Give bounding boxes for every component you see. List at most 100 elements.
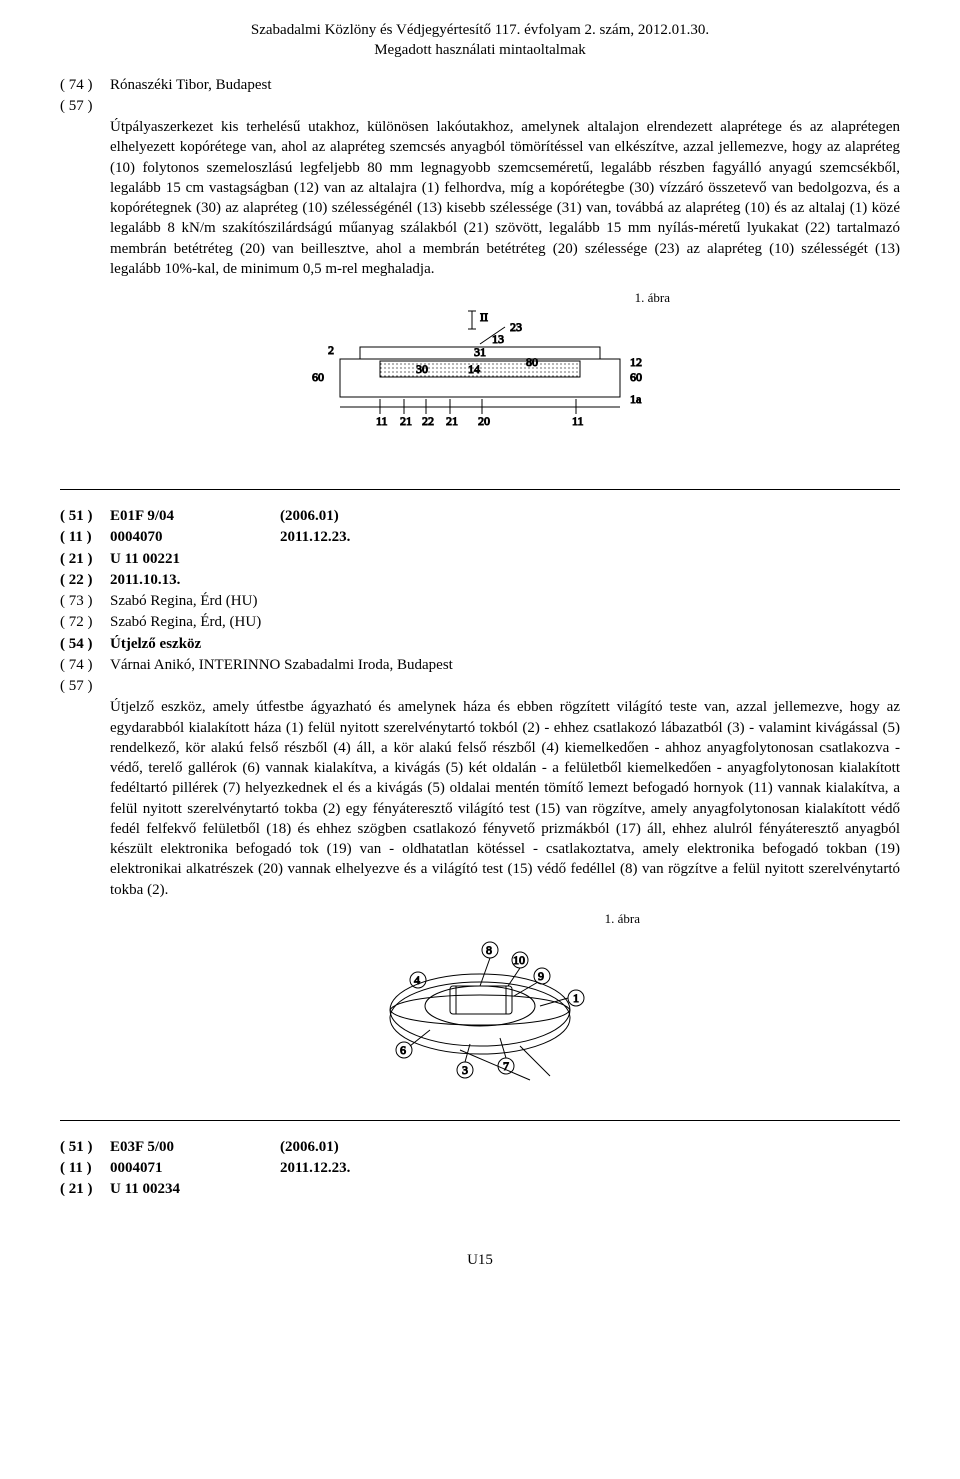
page-footer: U15 [60, 1250, 900, 1270]
record-2-c1-5: Szabó Regina, Érd, (HU) [110, 612, 261, 632]
fig2-label-7: 7 [503, 1059, 509, 1073]
fig1-label-II: II [480, 310, 488, 324]
record-3-row-1: ( 11 )0004071 2011.12.23. [60, 1158, 900, 1178]
val-74: Rónaszéki Tibor, Budapest [110, 75, 271, 95]
separator-2 [60, 1120, 900, 1121]
record-2-vals-2: U 11 00221 [110, 549, 180, 569]
fig1-label-20: 20 [478, 414, 490, 428]
record-2-c1-1: 0004070 [110, 527, 240, 547]
record-3-c2-0: (2006.01) [280, 1137, 339, 1157]
record-2-vals-7: Várnai Anikó, INTERINNO Szabadalmi Iroda… [110, 655, 453, 675]
figure-2-caption: 1. ábra [605, 910, 640, 928]
record-2-row-2: ( 21 )U 11 00221 [60, 549, 900, 569]
code-57: ( 57 ) [60, 96, 110, 116]
figure-2: 1. ábra 4 8 10 9 [330, 920, 630, 1090]
record-3-row-2: ( 21 )U 11 00234 [60, 1179, 900, 1199]
record-2-code-4: ( 73 ) [60, 591, 110, 611]
fig2-label-9: 9 [538, 969, 544, 983]
row-57: ( 57 ) [60, 96, 900, 116]
fig1-label-2: 2 [328, 343, 334, 357]
fig1-label-60b: 60 [630, 370, 642, 384]
page-container: Szabadalmi Közlöny és Védjegyértesítő 11… [0, 0, 960, 1300]
record-3-vals-1: 0004071 2011.12.23. [110, 1158, 350, 1178]
row-57-b: ( 57 ) [60, 676, 900, 696]
record-2-c1-4: Szabó Regina, Érd (HU) [110, 591, 257, 611]
record-2-code-6: ( 54 ) [60, 634, 110, 654]
record-2: ( 51 )E01F 9/04 (2006.01) ( 11 )0004070 201… [60, 506, 900, 900]
record-2-vals-4: Szabó Regina, Érd (HU) [110, 591, 257, 611]
fig2-label-1: 1 [573, 991, 579, 1005]
fig1-label-80: 80 [526, 355, 538, 369]
code-57-b: ( 57 ) [60, 676, 110, 696]
record-2-code-5: ( 72 ) [60, 612, 110, 632]
record-3-c1-1: 0004071 [110, 1158, 240, 1178]
fig1-label-23: 23 [510, 320, 522, 334]
record-2-row-1: ( 11 )0004070 2011.12.23. [60, 527, 900, 547]
fig1-label-12: 12 [630, 355, 642, 369]
record-3-row-0: ( 51 )E03F 5/00 (2006.01) [60, 1137, 900, 1157]
record-2-vals-3: 2011.10.13. [110, 570, 180, 590]
record-2-c1-6: Útjelző eszköz [110, 634, 201, 654]
record-2-row-3: ( 22 )2011.10.13. [60, 570, 900, 590]
record-3-c1-2: U 11 00234 [110, 1179, 180, 1199]
separator-1 [60, 489, 900, 490]
row-74: ( 74 ) Rónaszéki Tibor, Budapest [60, 75, 900, 95]
record-2-row-0: ( 51 )E01F 9/04 (2006.01) [60, 506, 900, 526]
header-line-1: Szabadalmi Közlöny és Védjegyértesítő 11… [60, 20, 900, 40]
record-2-vals-6: Útjelző eszköz [110, 634, 201, 654]
fig1-label-13: 13 [492, 332, 504, 346]
record-3-code-0: ( 51 ) [60, 1137, 110, 1157]
record-2-c1-2: U 11 00221 [110, 549, 180, 569]
fig1-label-60a: 60 [312, 370, 324, 384]
record-3-c2-1: 2011.12.23. [280, 1158, 350, 1178]
record-3: ( 51 )E03F 5/00 (2006.01) ( 11 )0004071 201… [60, 1137, 900, 1200]
record-2-code-2: ( 21 ) [60, 549, 110, 569]
abstract-1: Útpályaszerkezet kis terhelésű utakhoz, … [110, 117, 900, 279]
fig1-label-21b: 21 [446, 414, 458, 428]
record-2-vals-0: E01F 9/04 (2006.01) [110, 506, 339, 526]
record-2-code-1: ( 11 ) [60, 527, 110, 547]
figure-2-svg: 4 8 10 9 1 6 3 7 [330, 920, 630, 1090]
record-2-row-6: ( 54 )Útjelző eszköz [60, 634, 900, 654]
fig2-label-3: 3 [462, 1063, 468, 1077]
fig1-label-21a: 21 [400, 414, 412, 428]
record-3-code-1: ( 11 ) [60, 1158, 110, 1178]
fig2-label-6: 6 [400, 1043, 406, 1057]
record-2-code-3: ( 22 ) [60, 570, 110, 590]
header-line-2: Megadott használati mintaoltalmak [60, 40, 900, 60]
page-header: Szabadalmi Közlöny és Védjegyértesítő 11… [60, 20, 900, 61]
figure-1-caption: 1. ábra [635, 289, 670, 307]
record-2-c2-0: (2006.01) [280, 506, 339, 526]
record-2-c1-3: 2011.10.13. [110, 570, 180, 590]
record-3-vals-0: E03F 5/00 (2006.01) [110, 1137, 339, 1157]
record-2-c1-0: E01F 9/04 [110, 506, 240, 526]
record-2-row-7: ( 74 )Várnai Anikó, INTERINNO Szabadalmi… [60, 655, 900, 675]
record-2-c1-7: Várnai Anikó, INTERINNO Szabadalmi Iroda… [110, 655, 453, 675]
figure-1-svg: II 2 60 23 13 31 30 14 80 60 12 1a 11 [300, 299, 660, 459]
abstract-2: Útjelző eszköz, amely útfestbe ágyazható… [110, 697, 900, 900]
fig1-label-11a: 11 [376, 414, 388, 428]
record-2-vals-5: Szabó Regina, Érd, (HU) [110, 612, 261, 632]
record-2-code-7: ( 74 ) [60, 655, 110, 675]
record-2-vals-1: 0004070 2011.12.23. [110, 527, 350, 547]
record-2-code-0: ( 51 ) [60, 506, 110, 526]
page-number: U15 [467, 1252, 493, 1268]
code-74: ( 74 ) [60, 75, 110, 95]
fig1-label-30: 30 [416, 362, 428, 376]
record-1: ( 74 ) Rónaszéki Tibor, Budapest ( 57 ) … [60, 75, 900, 280]
record-3-code-2: ( 21 ) [60, 1179, 110, 1199]
record-3-vals-2: U 11 00234 [110, 1179, 180, 1199]
fig2-label-4: 4 [414, 973, 420, 987]
fig1-label-11b: 11 [572, 414, 584, 428]
fig1-label-31: 31 [474, 345, 486, 359]
record-2-c2-1: 2011.12.23. [280, 527, 350, 547]
figure-1: 1. ábra II 2 60 23 13 31 30 14 80 60 [300, 299, 660, 459]
fig2-label-8: 8 [486, 943, 492, 957]
fig2-label-10: 10 [513, 953, 525, 967]
record-2-row-4: ( 73 )Szabó Regina, Érd (HU) [60, 591, 900, 611]
record-3-c1-0: E03F 5/00 [110, 1137, 240, 1157]
fig1-label-14: 14 [468, 362, 480, 376]
record-2-row-5: ( 72 )Szabó Regina, Érd, (HU) [60, 612, 900, 632]
fig1-label-1a: 1a [630, 392, 642, 406]
fig1-label-22: 22 [422, 414, 434, 428]
